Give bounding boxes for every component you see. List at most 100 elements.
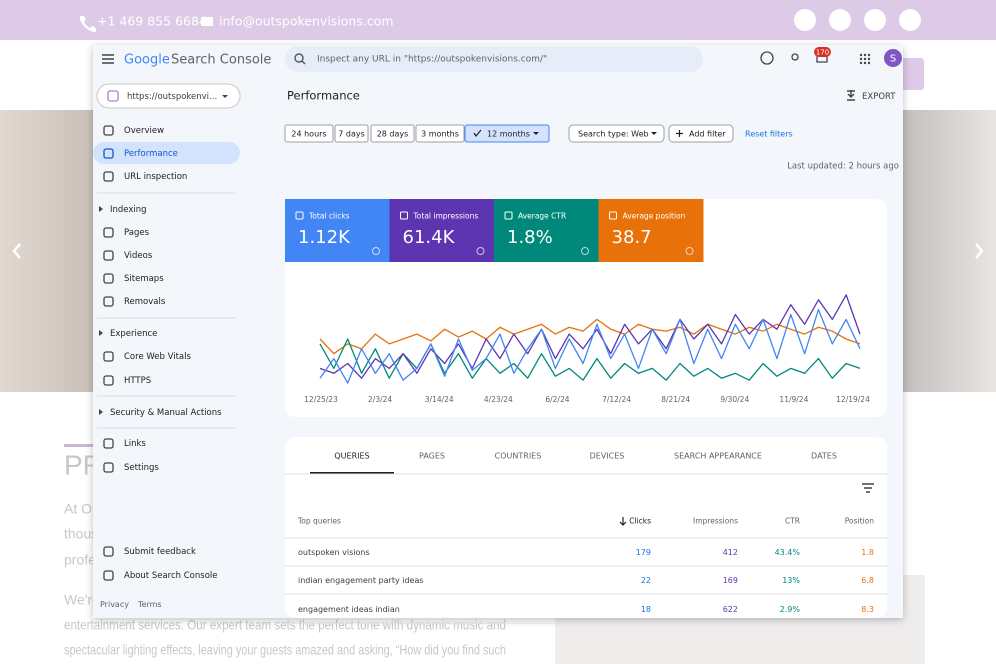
nav-item[interactable]: Pages xyxy=(124,228,150,238)
metric-label: Total impressions xyxy=(413,212,479,221)
instagram-icon[interactable] xyxy=(829,9,851,31)
tab[interactable]: QUERIES xyxy=(334,452,369,461)
x-tick-label: 8/21/24 xyxy=(661,395,690,404)
table-cell: 1.8 xyxy=(861,548,874,557)
nav-icon xyxy=(103,227,114,238)
avatar[interactable] xyxy=(884,49,902,67)
table-filter-icon[interactable] xyxy=(862,483,874,493)
nav-icon xyxy=(103,148,114,159)
table-cell: 22 xyxy=(641,576,651,585)
date-range-chip[interactable] xyxy=(284,124,334,143)
metric-checkbox xyxy=(609,211,617,220)
property-selector[interactable] xyxy=(96,83,241,109)
nav-section[interactable]: Experience xyxy=(110,329,157,339)
last-updated: Last updated: 2 hours ago xyxy=(787,162,899,172)
export-icon xyxy=(847,90,855,101)
nav-section[interactable]: Security & Manual Actions xyxy=(110,408,222,418)
date-range-chip[interactable] xyxy=(334,124,369,143)
sidebar xyxy=(93,75,256,618)
footer-link[interactable]: Terms xyxy=(137,600,162,609)
column-header[interactable]: Clicks xyxy=(629,517,651,526)
phone-icon xyxy=(80,16,96,32)
nav-section[interactable]: Indexing xyxy=(110,205,147,215)
nav-item[interactable]: Videos xyxy=(124,251,153,261)
site-paragraph: At Ou thous profe We're entertainment servic… xyxy=(64,501,506,658)
footer-link[interactable]: Privacy xyxy=(100,600,129,609)
metric-help xyxy=(581,247,589,255)
slider-prev[interactable] xyxy=(12,243,21,259)
notification-count: 170 xyxy=(816,49,829,57)
export-button[interactable]: EXPORT xyxy=(862,92,896,102)
tab[interactable]: COUNTRIES xyxy=(495,452,542,461)
add-filter-chip[interactable] xyxy=(668,124,734,143)
nav-item[interactable]: Removals xyxy=(124,297,166,307)
nav-item[interactable]: Submit feedback xyxy=(124,547,196,557)
table-cell: 8.3 xyxy=(861,605,874,614)
search-type-label: Search type: Web xyxy=(578,130,649,139)
search-type-chip[interactable] xyxy=(568,124,665,143)
date-range-chip[interactable] xyxy=(370,124,415,143)
nav-section-arrow xyxy=(99,330,103,336)
nav-item[interactable]: Settings xyxy=(124,463,159,473)
x-tick-label: 3/14/24 xyxy=(425,395,454,404)
site-email: info@outspokenvisions.com xyxy=(219,14,394,29)
apps-icon[interactable] xyxy=(859,53,871,65)
table-cell: 2.9% xyxy=(780,605,801,614)
nav-item[interactable]: Overview xyxy=(124,126,164,136)
chart-line xyxy=(319,318,861,355)
nav-icon xyxy=(103,438,114,449)
tab[interactable]: PAGES xyxy=(419,452,445,461)
nav-icon xyxy=(103,125,114,136)
users-icon[interactable] xyxy=(791,53,799,61)
help-icon[interactable] xyxy=(760,51,774,65)
nav: Overview Performance URL inspection Indexin… xyxy=(93,125,240,609)
date-range-label: 7 days xyxy=(338,130,365,139)
date-range-label: 12 months xyxy=(487,130,530,139)
nav-item[interactable]: Sitemaps xyxy=(124,274,164,284)
avatar-letter: S xyxy=(890,54,896,65)
search-icon xyxy=(294,53,304,63)
soundcloud-icon[interactable] xyxy=(899,9,921,31)
metric-label: Average CTR xyxy=(518,212,566,221)
nav-item[interactable]: Links xyxy=(124,439,146,449)
nav-selected xyxy=(93,142,240,164)
mail-icon xyxy=(201,17,213,26)
site-paragraph-line: We're xyxy=(64,592,100,608)
nav-icon xyxy=(103,273,114,284)
table-cell: 18 xyxy=(641,605,651,614)
nav-item[interactable]: Core Web Vitals xyxy=(124,352,192,362)
table-cell: 13% xyxy=(782,576,800,585)
column-header[interactable]: CTR xyxy=(785,517,800,526)
notification-badge xyxy=(814,47,831,57)
tab[interactable]: DEVICES xyxy=(590,452,625,461)
url-inspect-box[interactable] xyxy=(285,46,703,72)
date-range-chip[interactable] xyxy=(415,124,465,143)
table-cell: 412 xyxy=(723,548,738,557)
date-range-chip[interactable] xyxy=(464,124,550,143)
nav-item[interactable]: Performance xyxy=(124,149,178,159)
twitter-icon[interactable] xyxy=(864,9,886,31)
nav-icon xyxy=(103,351,114,362)
performance-chart: 12/25/23 2/3/24 3/14/24 4/23/24 6/2/24 7/12/2… xyxy=(304,294,870,404)
column-header[interactable]: Impressions xyxy=(693,517,738,526)
tab[interactable]: DATES xyxy=(811,452,837,461)
nav-icon xyxy=(103,171,114,182)
reset-filters[interactable]: Reset filters xyxy=(745,130,793,139)
table-cell: outspoken visions xyxy=(298,548,370,557)
table-cell: 43.4% xyxy=(775,548,801,557)
nav-item[interactable]: URL inspection xyxy=(124,172,187,182)
nav-item[interactable]: About Search Console xyxy=(124,571,217,581)
property-icon xyxy=(107,90,119,102)
chip-dropdown xyxy=(533,132,539,135)
metric-value: 61.4K xyxy=(403,227,456,248)
column-header[interactable]: Position xyxy=(845,517,874,526)
column-header[interactable]: Top queries xyxy=(297,517,341,526)
tab[interactable]: SEARCH APPEARANCE xyxy=(674,452,762,461)
x-tick-label: 4/23/24 xyxy=(484,395,513,404)
chip-dropdown xyxy=(651,132,657,135)
x-tick-label: 6/2/24 xyxy=(545,395,569,404)
nav-item[interactable]: HTTPS xyxy=(124,376,151,386)
slider-next[interactable] xyxy=(975,243,984,259)
menu-icon[interactable] xyxy=(102,54,114,64)
facebook-icon[interactable] xyxy=(794,9,816,31)
